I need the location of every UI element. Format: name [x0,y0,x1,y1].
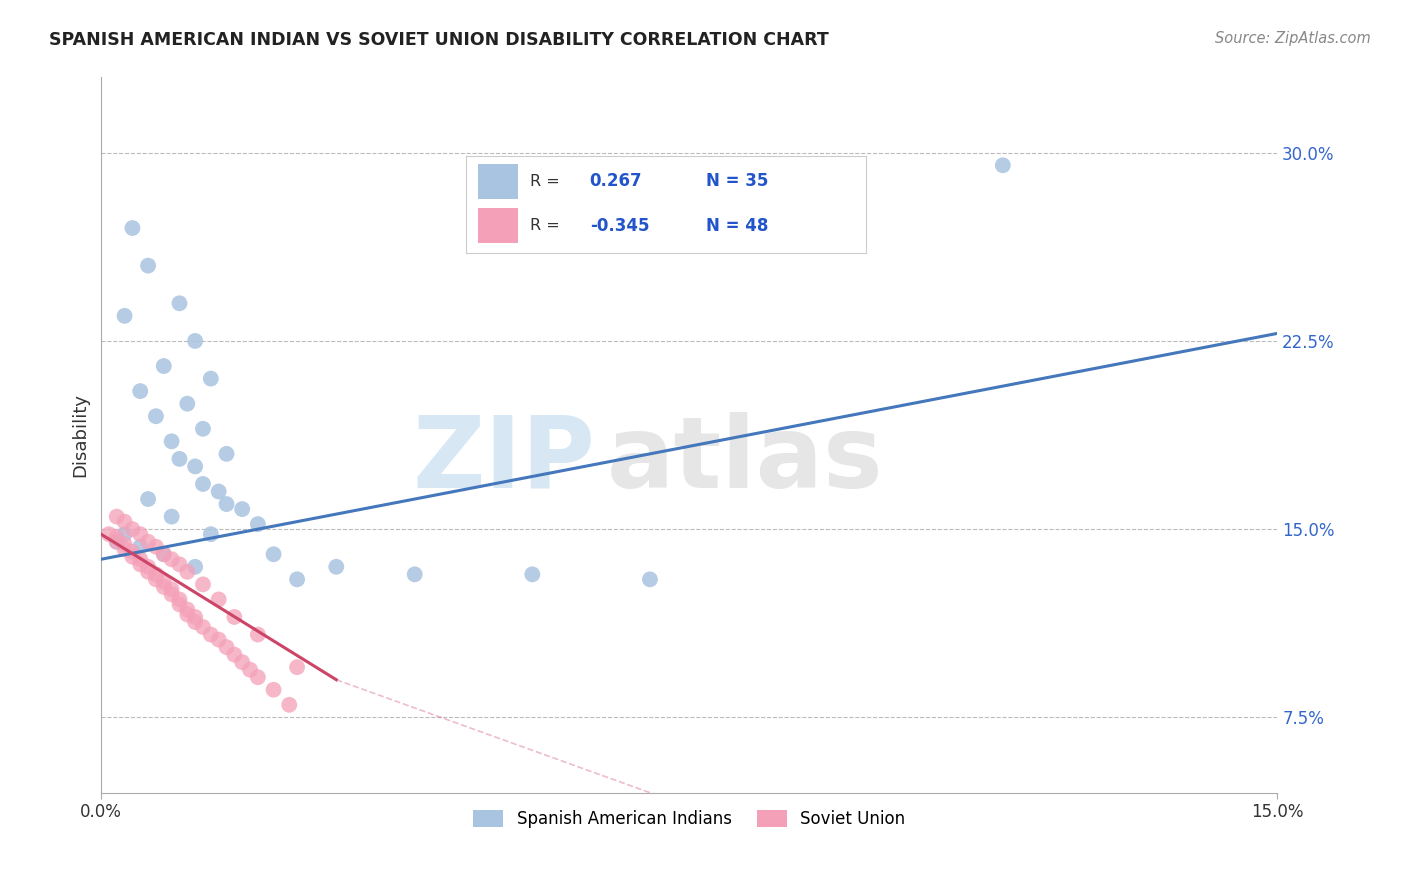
Point [121,549,143,564]
Point [121,522,143,536]
Point [145,572,167,586]
Point [404,567,426,582]
Point [191,422,214,436]
Point [136,559,159,574]
Point [129,558,152,572]
Point [129,384,152,398]
Point [184,559,207,574]
Point [200,627,222,641]
Point [136,534,159,549]
Point [191,620,214,634]
Point [105,534,128,549]
Point [152,359,174,373]
Point [263,682,285,697]
Point [121,545,143,559]
Point [129,540,152,554]
Point [231,655,253,669]
Point [246,670,269,684]
Point [200,527,222,541]
Point [208,632,231,647]
Text: SPANISH AMERICAN INDIAN VS SOVIET UNION DISABILITY CORRELATION CHART: SPANISH AMERICAN INDIAN VS SOVIET UNION … [49,31,830,49]
Point [325,559,347,574]
Point [991,158,1014,172]
Point [105,534,128,549]
Point [176,602,198,616]
Point [191,477,214,491]
Point [285,660,308,674]
Point [136,259,159,273]
Point [160,434,183,449]
Point [215,640,238,654]
Point [522,567,544,582]
Point [215,447,238,461]
Point [184,615,207,629]
Point [97,527,120,541]
Point [169,296,191,310]
Point [208,592,231,607]
Point [145,540,167,554]
Text: Source: ZipAtlas.com: Source: ZipAtlas.com [1215,31,1371,46]
Point [114,309,136,323]
Point [246,627,269,641]
Point [152,547,174,561]
Point [152,574,174,589]
Point [105,530,128,544]
Point [176,607,198,622]
Point [200,371,222,385]
Point [169,451,191,466]
Text: ZIP: ZIP [412,411,595,508]
Point [114,537,136,551]
Point [176,565,198,579]
Point [263,547,285,561]
Point [224,610,246,624]
Point [129,552,152,566]
Point [278,698,301,712]
Point [184,610,207,624]
Point [224,648,246,662]
Point [121,221,143,235]
Point [176,397,198,411]
Point [152,547,174,561]
Point [169,592,191,607]
Point [191,577,214,591]
Point [145,409,167,424]
Point [136,565,159,579]
Point [160,509,183,524]
Point [145,567,167,582]
Legend: Spanish American Indians, Soviet Union: Spanish American Indians, Soviet Union [467,803,911,834]
Point [169,598,191,612]
Point [114,542,136,557]
Point [114,515,136,529]
Point [105,509,128,524]
Y-axis label: Disability: Disability [72,393,89,477]
Point [114,527,136,541]
Point [184,334,207,348]
Point [208,484,231,499]
Point [152,580,174,594]
Point [239,663,262,677]
Point [129,527,152,541]
Point [169,558,191,572]
Point [638,572,661,586]
Text: atlas: atlas [607,411,883,508]
Point [285,572,308,586]
Point [160,552,183,566]
Point [160,587,183,601]
Point [215,497,238,511]
Point [136,491,159,506]
Point [231,502,253,516]
Point [184,459,207,474]
Point [246,517,269,532]
Point [160,582,183,597]
